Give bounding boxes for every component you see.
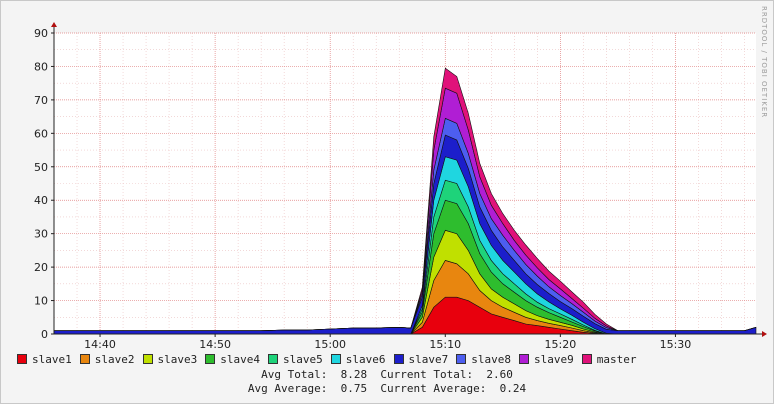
stats-line-total: Avg Total: 8.28 Current Total: 2.60 (0, 368, 774, 381)
legend-label: slave9 (534, 353, 574, 366)
x-tick-label: 15:00 (314, 338, 346, 350)
series-area-master (54, 67, 757, 331)
legend-swatch (393, 354, 404, 364)
legend-label: slave8 (471, 353, 511, 366)
legend-swatch (581, 354, 592, 364)
current-total-value: 2.60 (486, 368, 513, 381)
legend-swatch (142, 354, 153, 364)
y-tick-label: 20 (34, 261, 48, 274)
watermark: RRDTOOL / TOBI OETIKER (760, 6, 768, 118)
stacked-area-chart: 0 10 20 30 40 50 60 70 80 90 14:40 14:50 15:00 15:10 1… (34, 6, 768, 350)
legend-item-slave4: slave4 (205, 353, 260, 366)
legend-label: master (596, 353, 637, 366)
legend-item-slave8: slave8 (456, 353, 511, 366)
legend-item-slave9: slave9 (519, 353, 574, 366)
legend-item-slave7: slave7 (393, 353, 449, 366)
y-tick-label: 40 (34, 194, 48, 207)
legend-label: slave6 (345, 353, 386, 366)
y-axis-arrow (51, 22, 57, 27)
legend: slave1 slave2 slave3 slave4 slave5 slave6 slav… (17, 353, 645, 367)
legend-swatch (205, 354, 216, 364)
avg-average-label: Avg Average: (247, 382, 328, 395)
legend-item-slave3: slave3 (142, 353, 198, 366)
avg-average-value: 0.75 (340, 382, 368, 395)
legend-label: slave1 (32, 353, 72, 366)
current-average-label: Current Average: (380, 382, 487, 395)
legend-item-slave6: slave6 (330, 353, 386, 366)
legend-label: slave7 (408, 353, 449, 366)
legend-swatch (456, 354, 467, 364)
y-tick-label: 0 (41, 328, 48, 341)
legend-label: slave5 (283, 353, 323, 366)
legend-swatch (519, 354, 529, 364)
legend-item-slave2: slave2 (79, 353, 135, 366)
x-tick-label: 14:40 (84, 338, 116, 350)
x-tick-label: 14:50 (199, 338, 231, 350)
avg-total-value: 8.28 (340, 368, 368, 381)
legend-item-slave5: slave5 (268, 353, 323, 366)
x-axis-arrow (762, 331, 767, 337)
legend-label: slave3 (157, 353, 198, 366)
legend-swatch (79, 354, 90, 364)
y-tick-label: 90 (34, 27, 48, 40)
legend-label: slave4 (220, 353, 260, 366)
x-tick-label: 15:30 (660, 338, 692, 350)
legend-swatch (268, 354, 278, 364)
y-tick-label: 60 (34, 127, 48, 140)
current-average-value: 0.24 (499, 382, 527, 395)
current-total-label: Current Total: (380, 368, 474, 381)
y-tick-label: 50 (34, 161, 48, 174)
axes (51, 22, 767, 337)
grid (53, 32, 756, 334)
legend-item-master: master (581, 353, 637, 366)
x-tick-label: 15:20 (545, 338, 577, 350)
legend-swatch (17, 354, 27, 364)
y-tick-label: 30 (34, 228, 48, 241)
tick-labels: 0 10 20 30 40 50 60 70 80 90 14:40 14:50 15:00 15:10 1… (34, 27, 691, 350)
y-tick-label: 10 (34, 295, 48, 308)
legend-label: slave2 (94, 353, 135, 366)
y-tick-label: 70 (34, 94, 48, 107)
legend-swatch (330, 354, 341, 364)
x-tick-label: 15:10 (429, 338, 461, 350)
stats-line-average: Avg Average: 0.75 Current Average: 0.24 (0, 382, 774, 395)
y-tick-label: 80 (34, 60, 48, 73)
avg-total-label: Avg Total: (261, 368, 328, 381)
legend-item-slave1: slave1 (17, 353, 72, 366)
